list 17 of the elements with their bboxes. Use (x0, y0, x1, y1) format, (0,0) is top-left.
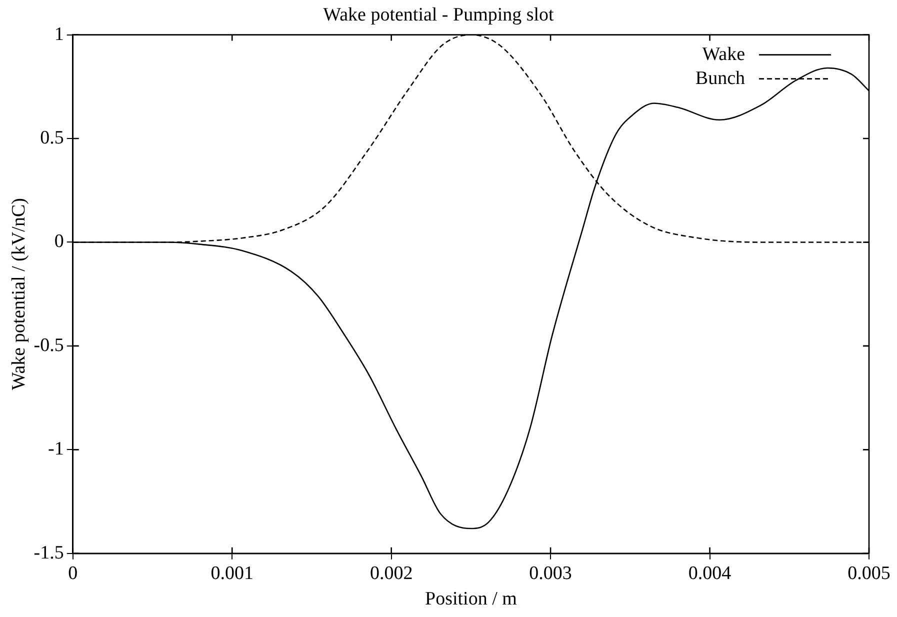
x-tick-label: 0.004 (688, 562, 732, 584)
x-tick-label: 0.001 (210, 562, 254, 584)
chart-title: Wake potential - Pumping slot (323, 4, 555, 26)
x-tick-label: 0 (68, 562, 78, 584)
x-axis-title: Position / m (425, 588, 518, 610)
y-tick-label: -1.5 (34, 542, 64, 564)
x-tick-label: 0.005 (848, 562, 890, 584)
y-tick-label: -1 (48, 438, 64, 460)
legend-label: Bunch (695, 68, 746, 89)
y-tick-label: 1 (54, 24, 64, 45)
x-tick-label: 0.003 (529, 562, 572, 584)
x-tick-label: 0.002 (370, 562, 413, 584)
y-tick-label: -0.5 (34, 334, 64, 356)
y-axis-title: Wake potential / (kV/nC) (8, 198, 30, 390)
legend-label: Wake (702, 44, 745, 65)
y-tick-label: 0.5 (40, 128, 64, 149)
y-tick-label: 0 (54, 231, 64, 252)
